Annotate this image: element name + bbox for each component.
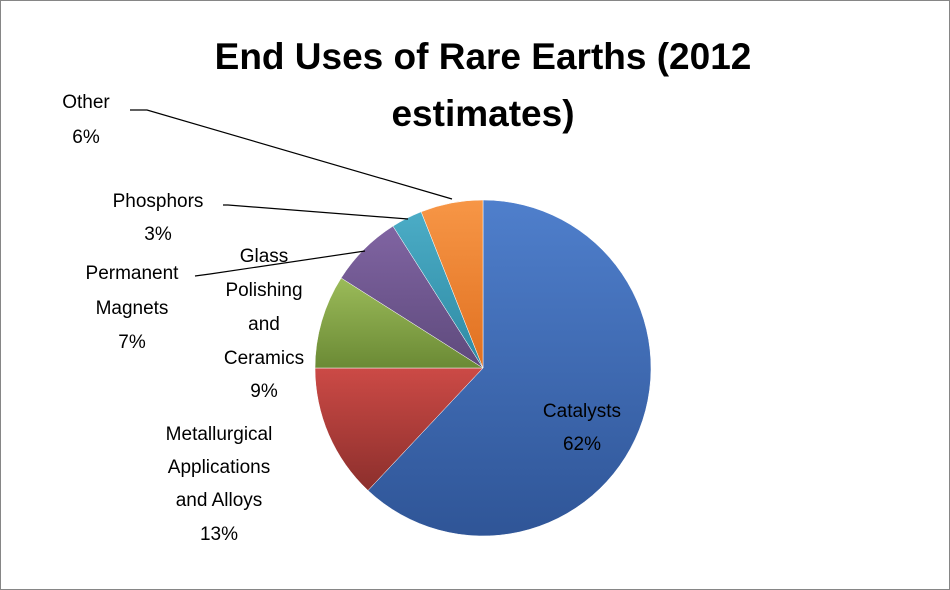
label-glass-line-1: Glass [240,246,289,267]
label-metal-line-3: and Alloys [176,490,263,511]
label-magnets-line-2: Magnets [96,298,169,319]
pie-slice-metallurgical-applications-and-alloys [314,367,484,491]
leader-line-phosphors [223,204,409,220]
chart-title-line-1: End Uses of Rare Earths (2012 [215,36,752,77]
label-other-value: 6% [72,127,100,148]
label-phosphors-value: 3% [144,224,172,245]
label-catalysts-value: 62% [563,434,601,455]
pie-slice-glass-polishing-and-ceramics [314,277,484,369]
leader-line-magnets [194,250,366,277]
pie-slice-catalysts [367,199,652,537]
label-other-name: Other [62,92,110,113]
label-metal-line-2: Applications [168,457,270,478]
label-glass-line-3: and [248,314,280,335]
label-metal-line-1: Metallurgical [166,424,273,445]
pie-slice-other [420,199,484,369]
label-magnets-value: 7% [118,332,146,353]
label-phosphors-name: Phosphors [113,191,204,212]
label-glass-line-4: Ceramics [224,348,304,369]
chart-title-line-2: estimates) [391,93,574,134]
label-magnets-line-1: Permanent [86,263,180,284]
pie-slices [314,199,652,537]
label-catalysts-name: Catalysts [543,401,621,422]
leader-line-other [130,109,453,200]
label-glass-value: 9% [250,381,278,402]
label-glass-line-2: Polishing [225,280,302,301]
label-metal-value: 13% [200,524,238,545]
